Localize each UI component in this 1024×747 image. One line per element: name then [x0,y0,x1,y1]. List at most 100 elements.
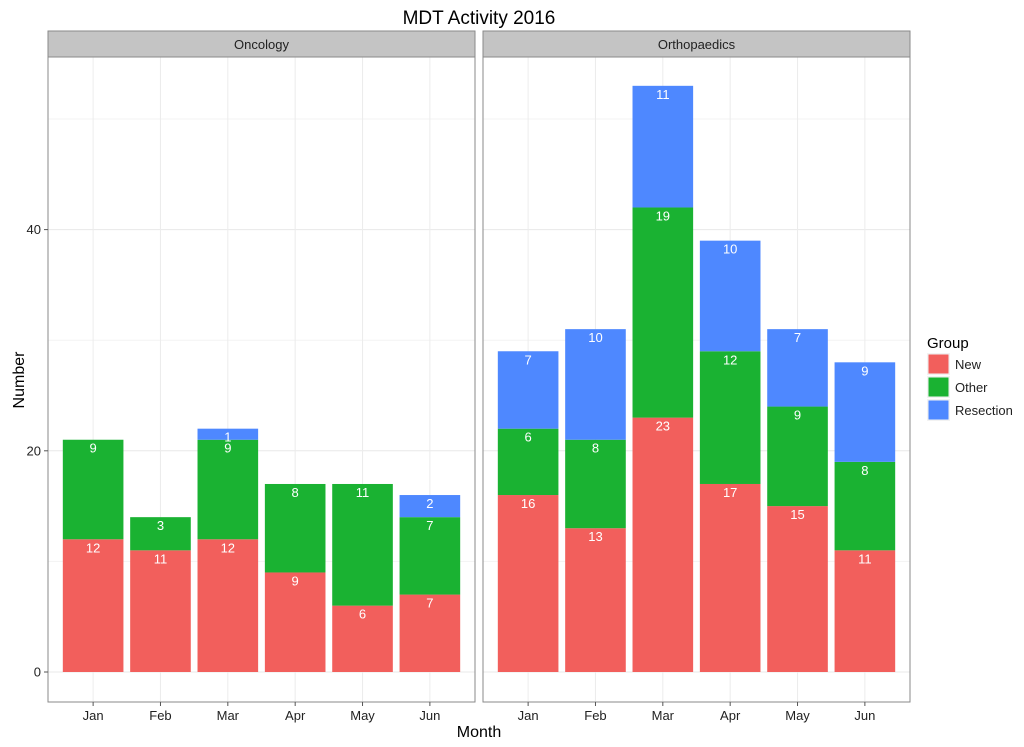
panel-border [482,56,911,703]
x-tick-label: Jun [854,708,875,723]
data-label: 9 [90,441,97,456]
data-label: 12 [86,540,100,555]
bar-other-feb [565,439,626,529]
data-label: 10 [588,330,602,345]
data-label: 9 [861,363,868,378]
data-label: 12 [221,540,235,555]
data-label: 11 [858,551,872,566]
data-label: 7 [426,518,433,533]
panel-orthopaedics: Orthopaedics 16 6 7 13 8 10 23 19 11 17 12 10 15 9 7 11 8… [482,30,911,723]
legend-item-resection: Resection [927,399,1013,421]
data-label: 6 [359,607,366,622]
data-label: 3 [157,518,164,533]
data-label: 11 [656,87,670,102]
data-label: 19 [656,208,670,223]
facet-label: Orthopaedics [658,37,736,52]
legend-swatch [928,377,949,397]
bar-other-mar [632,207,694,418]
x-tick-label: Mar [652,708,675,723]
bar-other-jan [62,439,124,540]
x-tick-label: Apr [720,708,741,723]
data-label: 2 [426,496,433,511]
legend-label: Other [955,380,988,395]
bar-new-mar [197,539,259,672]
bar-new-jun [834,550,896,672]
bar-new-jun [399,594,461,672]
data-label: 8 [861,463,868,478]
bar-other-may [332,483,393,606]
data-label: 15 [790,507,804,522]
y-axis-label: Number [11,351,28,409]
legend-label: Resection [955,403,1013,418]
bar-new-may [332,605,393,672]
x-tick-label: Mar [217,708,240,723]
data-label: 12 [723,352,737,367]
bar-other-jun [399,517,461,595]
x-axis-label: Month [457,724,501,741]
x-tick-label: Jan [518,708,539,723]
data-label: 16 [521,496,535,511]
bar-other-apr [699,351,761,484]
data-label: 9 [224,441,231,456]
data-label: 6 [525,430,532,445]
bar-other-may [767,406,828,507]
data-label: 7 [426,596,433,611]
x-tick-label: May [785,708,810,723]
panel-border [47,56,476,703]
bar-resection-feb [565,329,626,440]
x-tick-label: Apr [285,708,306,723]
facet-label: Oncology [234,37,289,52]
legend-label: New [955,357,982,372]
bar-other-jun [834,461,896,551]
bar-new-feb [565,528,626,672]
legend-swatch [928,354,949,374]
bar-resection-jun [834,362,896,462]
x-tick-label: May [350,708,375,723]
bar-resection-mar [197,428,259,440]
legend-title: Group [927,335,969,352]
x-tick-label: Jan [83,708,104,723]
legend-item-other: Other [927,376,988,398]
facet-strip [47,30,476,58]
data-label: 11 [356,485,370,500]
data-label: 17 [723,485,737,500]
bar-resection-may [767,329,828,407]
bar-other-jan [497,428,559,496]
data-label: 1 [224,430,231,445]
bar-other-apr [264,483,326,573]
data-label: 7 [794,330,801,345]
data-label: 7 [525,352,532,367]
legend-item-new: New [927,353,982,375]
data-label: 23 [656,419,670,434]
bar-resection-apr [699,240,761,352]
y-tick-label: 0 [34,665,41,680]
bar-new-apr [699,483,761,672]
data-label: 8 [592,441,599,456]
data-label: 8 [292,485,299,500]
bar-new-may [767,506,828,672]
x-tick-label: Jun [419,708,440,723]
chart-title: MDT Activity 2016 [403,8,556,29]
legend-swatch [928,400,949,420]
bar-new-jan [62,539,124,672]
bar-new-mar [632,417,694,672]
data-label: 9 [292,573,299,588]
data-label: 11 [154,551,168,566]
legend: Group New Other Resection [927,335,1013,421]
bar-resection-jun [399,495,461,518]
data-label: 9 [794,408,801,423]
bar-other-feb [130,517,191,551]
bar-resection-jan [497,351,559,429]
y-tick-label: 20 [27,443,41,458]
bar-new-jan [497,495,559,672]
bar-other-mar [197,439,259,540]
data-label: 13 [588,529,602,544]
bar-new-apr [264,572,326,672]
data-label: 10 [723,242,737,257]
x-tick-label: Feb [584,708,606,723]
bar-resection-mar [632,85,694,208]
y-tick-label: 40 [27,222,41,237]
